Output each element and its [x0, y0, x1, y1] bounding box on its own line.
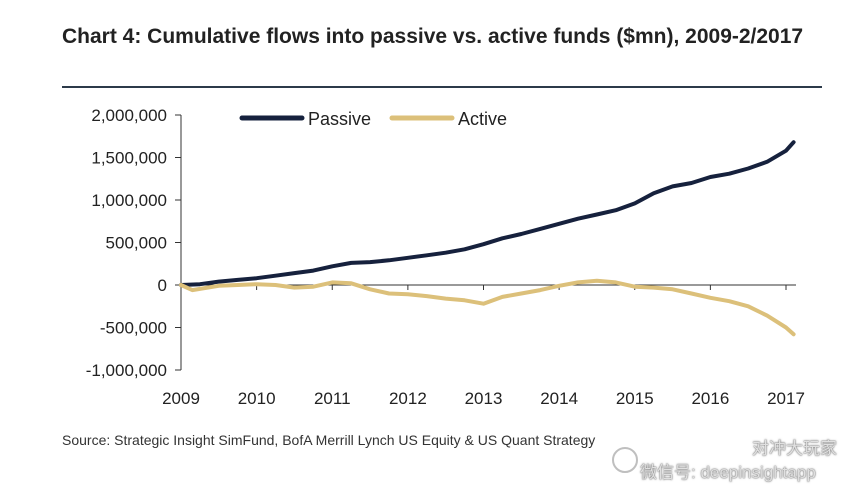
y-tick-label: 1,000,000 [91, 191, 167, 210]
x-tick-label: 2012 [389, 389, 427, 408]
x-tick-label: 2009 [162, 389, 200, 408]
y-tick-label: -500,000 [100, 319, 167, 338]
chart-series [179, 140, 796, 337]
legend-label-active: Active [458, 109, 507, 129]
y-tick-label: 0 [158, 276, 167, 295]
y-tick-label: -1,000,000 [86, 361, 167, 380]
wechat-icon [612, 447, 638, 473]
chart-legend: Passive Active [239, 109, 507, 129]
watermark-name: 对冲大玩家 [752, 439, 837, 458]
x-tick-label: 2014 [540, 389, 578, 408]
x-tick-label: 2013 [465, 389, 503, 408]
line-chart: Passive Active 2,000,000 1,500,000 1,000,00… [86, 106, 805, 408]
y-tick-label: 2,000,000 [91, 106, 167, 125]
legend-label-passive: Passive [308, 109, 371, 129]
x-tick-label: 2017 [767, 389, 805, 408]
watermark-id: 微信号: deepinsightapp [640, 463, 816, 482]
y-tick-label: 1,500,000 [91, 149, 167, 168]
series-line-active [179, 278, 796, 337]
source-note: Source: Strategic Insight SimFund, BofA … [62, 432, 596, 448]
x-tick-label: 2010 [238, 389, 276, 408]
chart-title: Chart 4: Cumulative flows into passive v… [62, 25, 804, 48]
title-underline [62, 86, 822, 88]
chart-axes: 2,000,000 1,500,000 1,000,000 500,000 0 -500,… [86, 106, 805, 408]
y-tick-label: 500,000 [106, 234, 167, 253]
x-tick-label: 2011 [314, 389, 351, 408]
series-line-passive [179, 140, 796, 287]
x-tick-label: 2015 [616, 389, 654, 408]
x-tick-label: 2016 [691, 389, 729, 408]
